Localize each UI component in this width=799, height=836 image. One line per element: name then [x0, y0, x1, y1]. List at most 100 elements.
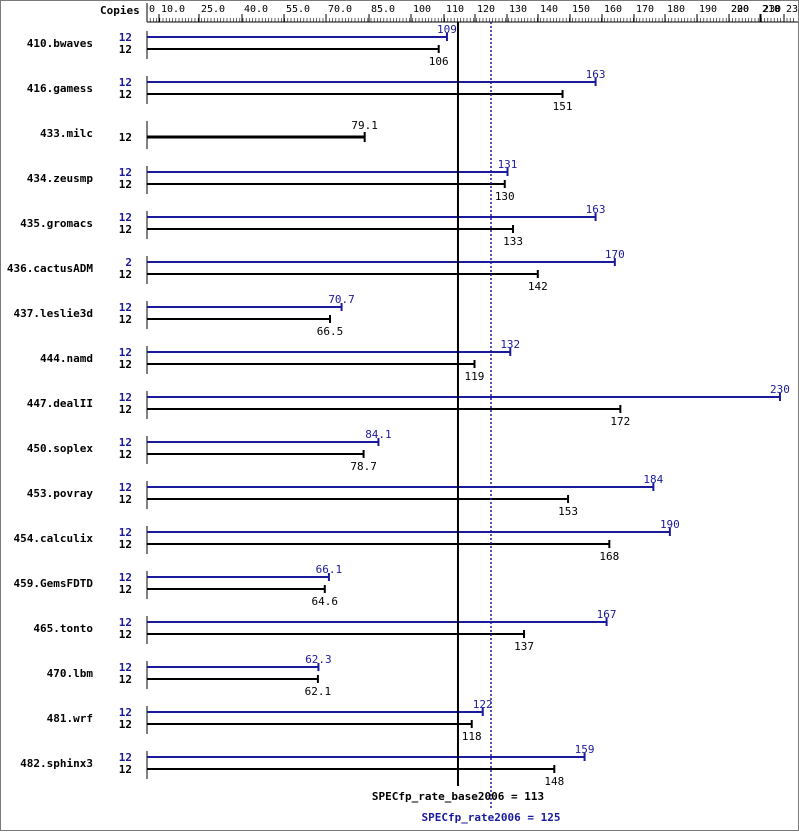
base-value-label: 153	[558, 505, 578, 518]
peak-copies: 12	[119, 346, 132, 359]
x-tick-label: 10.0	[161, 4, 185, 15]
benchmark-name: 416.gamess	[27, 82, 93, 95]
base-value-label: 64.6	[312, 595, 339, 608]
base-copies: 12	[119, 268, 132, 281]
base-value-label: 130	[495, 190, 515, 203]
base-copies: 12	[119, 763, 132, 776]
base-value-label: 142	[528, 280, 548, 293]
peak-value-label: 131	[498, 158, 518, 171]
base-copies: 12	[119, 673, 132, 686]
benchmark-name: 436.cactusADM	[7, 262, 93, 275]
base-copies: 12	[119, 448, 132, 461]
benchmark-name: 410.bwaves	[27, 37, 93, 50]
base-reference-label: SPECfp_rate_base2006 = 113	[372, 790, 544, 803]
base-copies: 12	[119, 178, 132, 191]
x-tick-label: 40.0	[244, 4, 268, 15]
peak-value-label: 170	[605, 248, 625, 261]
peak-value-label: 184	[643, 473, 663, 486]
x-tick-label: 130	[509, 4, 527, 15]
x-tick-label: 235	[786, 4, 799, 15]
benchmark-name: 447.dealII	[27, 397, 93, 410]
base-value-label: 151	[553, 100, 573, 113]
benchmark-name: 437.leslie3d	[14, 307, 93, 320]
benchmark-name: 482.sphinx3	[20, 757, 93, 770]
x-tick-label: 210	[762, 4, 780, 15]
peak-value-label: 163	[586, 68, 606, 81]
base-value-label: 172	[610, 415, 630, 428]
peak-copies: 12	[119, 31, 132, 44]
peak-value-label: 190	[660, 518, 680, 531]
peak-copies: 12	[119, 751, 132, 764]
peak-value-label: 122	[473, 698, 493, 711]
peak-value-label: 159	[575, 743, 595, 756]
base-copies: 12	[119, 538, 132, 551]
benchmark-name: 454.calculix	[14, 532, 94, 545]
benchmark-name: 470.lbm	[47, 667, 94, 680]
benchmark-name: 465.tonto	[33, 622, 93, 635]
benchmark-name: 450.soplex	[27, 442, 94, 455]
base-value-label: 118	[462, 730, 482, 743]
x-tick-label: 200	[731, 4, 749, 15]
x-tick-label: 110	[446, 4, 464, 15]
base-value-label: 168	[599, 550, 619, 563]
peak-copies: 12	[119, 526, 132, 539]
base-value-label: 148	[544, 775, 564, 788]
base-copies: 12	[119, 718, 132, 731]
peak-copies: 12	[119, 616, 132, 629]
benchmark-name: 459.GemsFDTD	[14, 577, 94, 590]
benchmark-name: 444.namd	[40, 352, 93, 365]
x-tick-label: 160	[604, 4, 622, 15]
peak-value-label: 70.7	[328, 293, 355, 306]
x-tick-label: 85.0	[371, 4, 395, 15]
peak-value-label: 230	[770, 383, 790, 396]
peak-copies: 12	[119, 706, 132, 719]
x-tick-label: 25.0	[201, 4, 225, 15]
peak-copies: 12	[119, 436, 132, 449]
peak-copies: 12	[119, 391, 132, 404]
x-tick-label: 100	[413, 4, 431, 15]
peak-value-label: 132	[500, 338, 520, 351]
x-tick-label: 120	[477, 4, 495, 15]
peak-copies: 12	[119, 571, 132, 584]
x-tick-label: 140	[540, 4, 558, 15]
peak-value-label: 109	[437, 23, 457, 36]
base-value-label: 119	[465, 370, 485, 383]
peak-copies: 12	[119, 301, 132, 314]
peak-value-label: 167	[597, 608, 617, 621]
x-tick-label: 230	[763, 4, 781, 15]
base-copies: 12	[119, 223, 132, 236]
peak-copies: 2	[125, 256, 132, 269]
peak-reference-label: SPECfp_rate2006 = 125	[421, 811, 560, 824]
base-value-label: 106	[429, 55, 449, 68]
base-value-label: 78.7	[350, 460, 377, 473]
benchmark-name: 481.wrf	[47, 712, 93, 725]
peak-copies: 12	[119, 76, 132, 89]
peak-value-label: 62.3	[305, 653, 332, 666]
base-value-label: 66.5	[317, 325, 344, 338]
benchmark-name: 435.gromacs	[20, 217, 93, 230]
x-tick-label: 70.0	[328, 4, 352, 15]
base-value-label: 62.1	[305, 685, 332, 698]
base-copies: 12	[119, 493, 132, 506]
peak-value-label: 66.1	[316, 563, 343, 576]
peak-copies: 12	[119, 211, 132, 224]
base-value-label: 79.1	[351, 119, 378, 132]
base-copies: 12	[119, 43, 132, 56]
base-copies: 12	[119, 131, 132, 144]
base-copies: 12	[119, 583, 132, 596]
base-copies: 12	[119, 403, 132, 416]
benchmark-name: 453.povray	[27, 487, 94, 500]
benchmark-name: 434.zeusmp	[27, 172, 94, 185]
x-tick-label: 0	[149, 4, 155, 15]
base-copies: 12	[119, 88, 132, 101]
x-tick-label: 55.0	[286, 4, 310, 15]
copies-header: Copies	[100, 4, 140, 17]
base-copies: 12	[119, 628, 132, 641]
x-tick-label: 180	[667, 4, 685, 15]
peak-value-label: 163	[586, 203, 606, 216]
peak-copies: 12	[119, 166, 132, 179]
x-tick-label: 220	[731, 4, 749, 15]
base-copies: 12	[119, 313, 132, 326]
